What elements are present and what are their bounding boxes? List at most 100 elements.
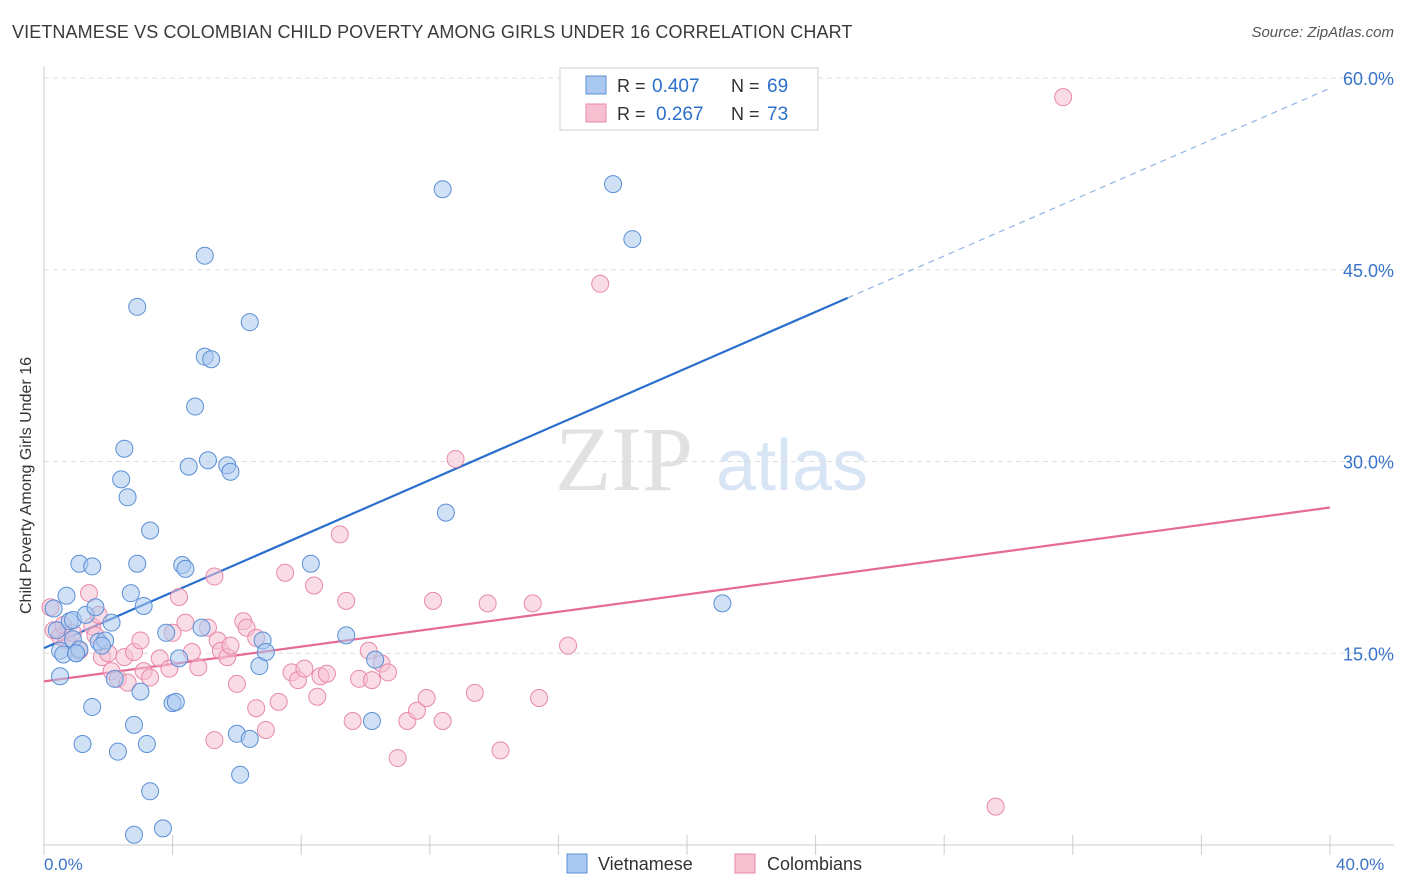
vietnamese-point <box>108 742 127 761</box>
vietnamese-point <box>47 621 66 640</box>
colombians-point <box>317 664 336 683</box>
colombians-point <box>343 712 362 731</box>
colombians-point <box>176 613 195 632</box>
colombians-point <box>446 449 465 468</box>
vietnamese-point <box>623 230 642 249</box>
colombians-point <box>131 631 150 650</box>
vietnamese-point <box>86 598 105 617</box>
x-tick-label-max: 40.0% <box>1336 855 1384 874</box>
vietnamese-point <box>134 596 153 615</box>
colombians-point <box>379 663 398 682</box>
vietnamese-point <box>131 682 150 701</box>
y-tick-label: 45.0% <box>1343 261 1394 281</box>
vietnamese-point <box>221 462 240 481</box>
vietnamese-point <box>67 644 86 663</box>
vietnamese-trend-extension <box>847 87 1331 299</box>
legend-r-value-vietnamese: 0.407 <box>652 76 700 97</box>
colombians-point <box>433 712 452 731</box>
vietnamese-point <box>195 246 214 265</box>
series-legend: Vietnamese Colombians <box>566 853 862 874</box>
vietnamese-point <box>125 715 144 734</box>
vietnamese-point <box>713 594 732 613</box>
y-tick-label: 60.0% <box>1343 69 1394 89</box>
vietnamese-point <box>141 782 160 801</box>
vietnamese-point <box>231 765 250 784</box>
bottom-legend-label-colombians[interactable]: Colombians <box>767 854 862 874</box>
vietnamese-point <box>153 819 172 838</box>
correlation-legend: R = 0.407 N = 69 R = 0.267 N = 73 <box>559 67 819 131</box>
colombians-point <box>205 567 224 586</box>
x-ticks <box>43 835 1331 855</box>
colombians-point <box>465 683 484 702</box>
colombians-point <box>530 688 549 707</box>
legend-r-value-colombians: 0.267 <box>656 104 704 125</box>
y-axis-label: Child Poverty Among Girls Under 16 <box>18 357 35 614</box>
colombians-point <box>523 594 542 613</box>
vietnamese-point <box>179 457 198 476</box>
colombians-point <box>337 591 356 610</box>
vietnamese-point <box>604 175 623 194</box>
legend-n-label-vietnamese: N = <box>731 76 760 96</box>
bottom-legend-swatch-colombians[interactable] <box>734 853 756 874</box>
vietnamese-point <box>157 623 176 642</box>
colombians-point <box>491 741 510 760</box>
chart-title: VIETNAMESE VS COLOMBIAN CHILD POVERTY AM… <box>12 22 853 42</box>
y-tick-labels: 15.0% 30.0% 45.0% 60.0% <box>1343 69 1394 664</box>
vietnamese-point <box>137 735 156 754</box>
vietnamese-point <box>112 470 131 489</box>
vietnamese-point <box>102 613 121 632</box>
vietnamese-point <box>73 735 92 754</box>
vietnamese-point <box>51 667 70 686</box>
colombians-point <box>362 671 381 690</box>
legend-n-value-vietnamese: 69 <box>767 76 788 97</box>
legend-r-label-vietnamese: R = <box>617 76 646 96</box>
colombians-point <box>417 688 436 707</box>
watermark-zip: ZIP <box>555 408 693 510</box>
vietnamese-point <box>366 650 385 669</box>
vietnamese-point <box>57 586 76 605</box>
trend-lines <box>43 87 1331 683</box>
vietnamese-point <box>170 649 189 668</box>
colombians-point <box>330 525 349 544</box>
vietnamese-point <box>115 439 134 458</box>
vietnamese-point <box>121 584 140 603</box>
colombians-point <box>305 576 324 595</box>
bottom-legend-swatch-vietnamese[interactable] <box>566 853 588 874</box>
vietnamese-point <box>128 554 147 573</box>
legend-n-label-colombians: N = <box>731 104 760 124</box>
colombians-point <box>559 636 578 655</box>
y-tick-label: 15.0% <box>1343 644 1394 664</box>
colombians-point <box>407 701 426 720</box>
source-credit: Source: ZipAtlas.com <box>1251 24 1394 41</box>
legend-r-label-colombians: R = <box>617 104 646 124</box>
colombians-point <box>478 594 497 613</box>
colombians-point <box>247 699 266 718</box>
watermark-atlas: atlas <box>716 426 868 506</box>
vietnamese-point <box>301 554 320 573</box>
vietnamese-point <box>83 557 102 576</box>
colombians-point <box>170 588 189 607</box>
legend-swatch-vietnamese <box>585 75 607 95</box>
colombians-point <box>189 658 208 677</box>
vietnamese-point <box>186 397 205 416</box>
colombians-point <box>205 731 224 750</box>
vietnamese-point <box>125 825 144 844</box>
vietnamese-point <box>240 313 259 332</box>
colombians-trend-line <box>43 506 1331 683</box>
vietnamese-point <box>128 297 147 316</box>
colombians-point <box>221 636 240 655</box>
vietnamese-point <box>192 618 211 637</box>
vietnamese-point <box>337 626 356 645</box>
bottom-legend-label-vietnamese[interactable]: Vietnamese <box>598 854 693 874</box>
watermark: ZIP atlas <box>555 408 868 510</box>
vietnamese-point <box>118 488 137 507</box>
vietnamese-point <box>166 692 185 711</box>
vietnamese-point <box>362 712 381 731</box>
colombians-point <box>269 692 288 711</box>
colombians-point <box>986 797 1005 816</box>
colombians-point <box>295 659 314 678</box>
vietnamese-point <box>198 451 217 470</box>
colombians-point <box>141 668 160 687</box>
colombians-point <box>388 749 407 768</box>
